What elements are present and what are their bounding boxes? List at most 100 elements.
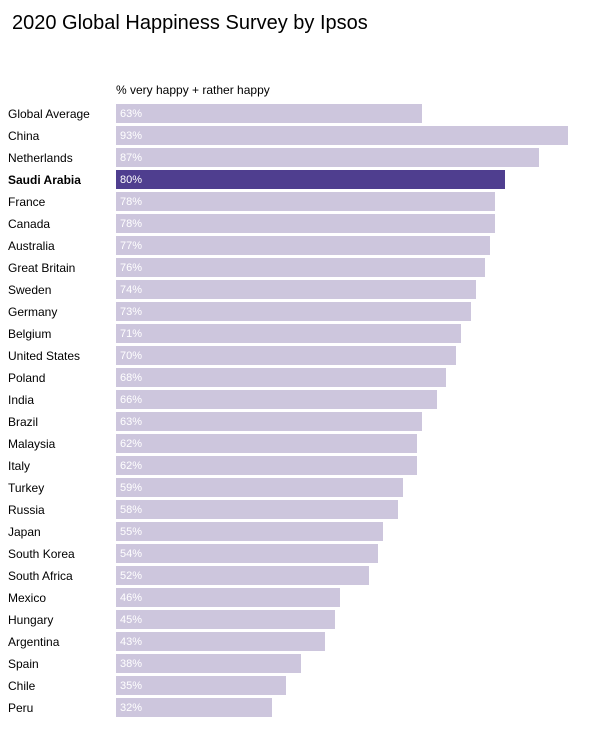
bar: 93% <box>116 126 568 145</box>
bar-row: South Africa52% <box>8 565 602 586</box>
bar-row: Poland 68% <box>8 367 602 388</box>
bar-row: Canada78% <box>8 213 602 234</box>
bar-row: Netherlands 87% <box>8 147 602 168</box>
bar: 63% <box>116 412 422 431</box>
bar-label: Great Britain <box>8 261 116 275</box>
bar-track: 43% <box>116 632 602 651</box>
bar-value: 80% <box>120 174 142 186</box>
bar-label: Malaysia <box>8 437 116 451</box>
bar-row: Brazil63% <box>8 411 602 432</box>
bar-label: Germany <box>8 305 116 319</box>
bar-value: 43% <box>120 636 142 648</box>
bar-label: Canada <box>8 217 116 231</box>
bar: 55% <box>116 522 383 541</box>
bar-track: 63% <box>116 104 602 123</box>
bar-value: 76% <box>120 262 142 274</box>
bar: 87% <box>116 148 539 167</box>
bar-label: Turkey <box>8 481 116 495</box>
bar-label: Global Average <box>8 107 116 121</box>
bar: 77% <box>116 236 490 255</box>
bar-row: Malaysia62% <box>8 433 602 454</box>
bar-label: United States <box>8 349 116 363</box>
bar: 62% <box>116 434 417 453</box>
bar-value: 70% <box>120 350 142 362</box>
bar-value: 73% <box>120 306 142 318</box>
bar: 68% <box>116 368 446 387</box>
bar-track: 58% <box>116 500 602 519</box>
bar-track: 63% <box>116 412 602 431</box>
bar-label: Spain <box>8 657 116 671</box>
bar-track: 35% <box>116 676 602 695</box>
bar-track: 46% <box>116 588 602 607</box>
bar-row: South Korea54% <box>8 543 602 564</box>
bar: 70% <box>116 346 456 365</box>
bar-label: Hungary <box>8 613 116 627</box>
bar: 45% <box>116 610 335 629</box>
bar-track: 80% <box>116 170 602 189</box>
bar-track: 54% <box>116 544 602 563</box>
bar-track: 78% <box>116 214 602 233</box>
bar: 73% <box>116 302 471 321</box>
bar: 32% <box>116 698 272 717</box>
bar: 54% <box>116 544 378 563</box>
bar-track: 76% <box>116 258 602 277</box>
bar-value: 78% <box>120 196 142 208</box>
bar-label: South Korea <box>8 547 116 561</box>
bar: 74% <box>116 280 476 299</box>
chart-subtitle: % very happy + rather happy <box>116 83 602 97</box>
bar-track: 52% <box>116 566 602 585</box>
bar-row: Japan55% <box>8 521 602 542</box>
bar-row: Argentina43% <box>8 631 602 652</box>
bar-track: 78% <box>116 192 602 211</box>
bar-value: 32% <box>120 702 142 714</box>
bar-label: France <box>8 195 116 209</box>
bar-row: United States 70% <box>8 345 602 366</box>
bar-value: 68% <box>120 372 142 384</box>
bar-row: Italy62% <box>8 455 602 476</box>
bar: 71% <box>116 324 461 343</box>
bar-row: Sweden74% <box>8 279 602 300</box>
bar-row: India66% <box>8 389 602 410</box>
bar-value: 66% <box>120 394 142 406</box>
bar-label: Russia <box>8 503 116 517</box>
bar-label: Poland <box>8 371 116 385</box>
bar-track: 32% <box>116 698 602 717</box>
bar-track: 62% <box>116 434 602 453</box>
bar-value: 87% <box>120 152 142 164</box>
bar: 35% <box>116 676 286 695</box>
bar-row: Great Britain 76% <box>8 257 602 278</box>
bar-value: 59% <box>120 482 142 494</box>
bar-track: 70% <box>116 346 602 365</box>
bar-row: Global Average 63% <box>8 103 602 124</box>
bar-track: 68% <box>116 368 602 387</box>
bar-row: China93% <box>8 125 602 146</box>
bar-value: 45% <box>120 614 142 626</box>
bar-value: 38% <box>120 658 142 670</box>
bar-track: 55% <box>116 522 602 541</box>
bar-label: Chile <box>8 679 116 693</box>
bar-row: Turkey 59% <box>8 477 602 498</box>
bar-label: Netherlands <box>8 151 116 165</box>
bar: 59% <box>116 478 403 497</box>
bar-value: 58% <box>120 504 142 516</box>
bar-value: 63% <box>120 108 142 120</box>
bar: 80% <box>116 170 505 189</box>
bar-value: 77% <box>120 240 142 252</box>
bar-value: 63% <box>120 416 142 428</box>
bar-label: South Africa <box>8 569 116 583</box>
bar: 76% <box>116 258 485 277</box>
bar-row: Belgium71% <box>8 323 602 344</box>
bar: 58% <box>116 500 398 519</box>
bar-value: 71% <box>120 328 142 340</box>
bar-label: Sweden <box>8 283 116 297</box>
bar-row: Hungary 45% <box>8 609 602 630</box>
bar-value: 35% <box>120 680 142 692</box>
bar: 78% <box>116 192 495 211</box>
bar-row: Saudi Arabia80% <box>8 169 602 190</box>
bar-track: 77% <box>116 236 602 255</box>
bar-label: Mexico <box>8 591 116 605</box>
bar-row: Peru32% <box>8 697 602 718</box>
bar-value: 55% <box>120 526 142 538</box>
bar-track: 74% <box>116 280 602 299</box>
bar-track: 71% <box>116 324 602 343</box>
